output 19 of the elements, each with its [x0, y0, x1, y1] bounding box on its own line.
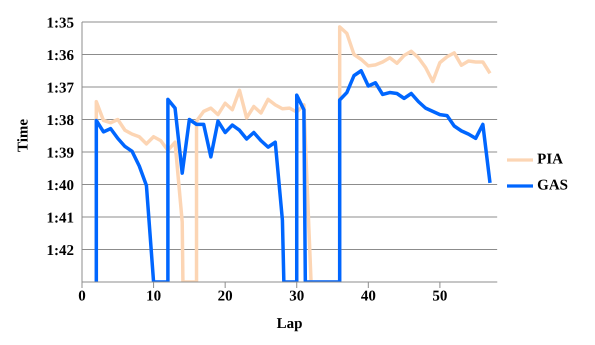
y-axis-title: Time — [15, 118, 32, 152]
x-axis-title: Lap — [276, 316, 303, 332]
x-tick-label: 20 — [218, 288, 233, 305]
legend-label: GAS — [537, 177, 568, 194]
y-tick-label: 1:40 — [46, 178, 74, 194]
line-series — [94, 69, 492, 282]
x-tick-label: 10 — [146, 288, 162, 305]
x-tick-label: 30 — [289, 288, 304, 305]
y-tick-label: 1:39 — [46, 145, 74, 162]
x-tick-label: 40 — [360, 288, 376, 305]
y-tick-label: 1:38 — [46, 112, 74, 129]
x-tick-label: 50 — [432, 288, 448, 305]
y-tick-label: 1:42 — [46, 242, 74, 259]
y-tick-label: 1:35 — [46, 15, 74, 32]
legend-label: PIA — [537, 151, 563, 168]
x-tick-label: 0 — [78, 288, 86, 305]
y-tick-label: 1:41 — [46, 210, 74, 226]
y-tick-label: 1:37 — [46, 80, 74, 96]
y-tick-label: 1:36 — [46, 48, 74, 64]
